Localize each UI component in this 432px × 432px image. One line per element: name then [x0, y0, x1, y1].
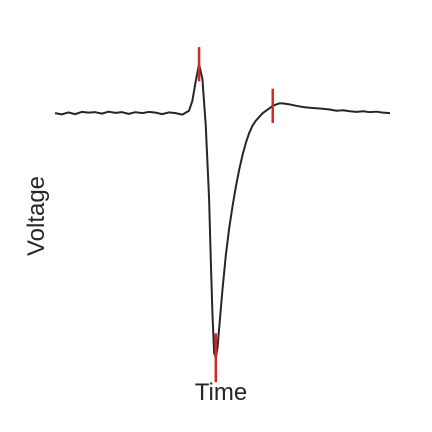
voltage-trace-line	[54, 63, 391, 359]
x-axis-label: Time	[195, 379, 247, 406]
plot-area	[54, 47, 391, 383]
y-axis-label: Voltage	[23, 176, 50, 256]
